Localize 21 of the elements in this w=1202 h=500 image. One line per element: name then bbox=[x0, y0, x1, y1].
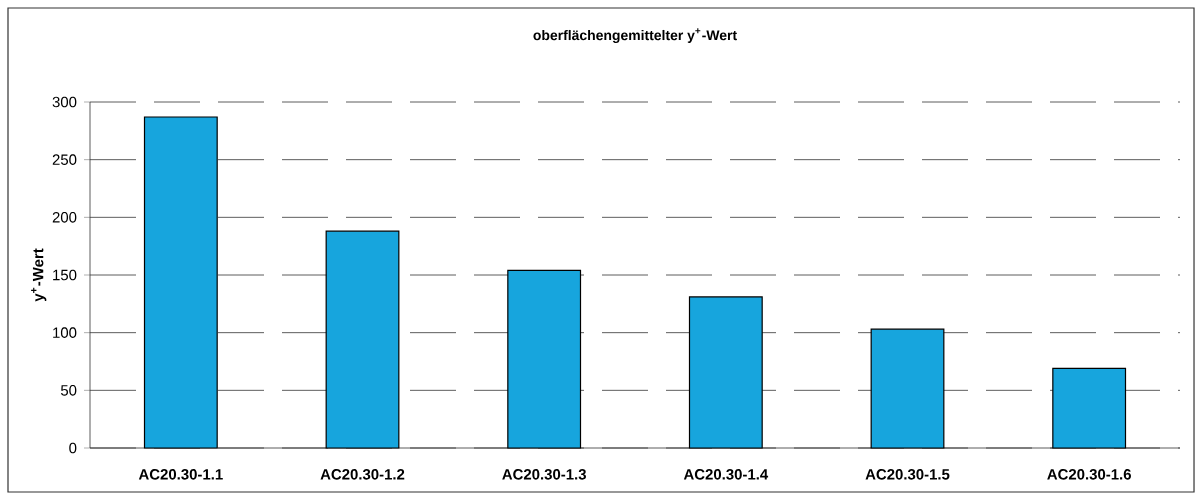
bar bbox=[688, 296, 763, 449]
bar bbox=[870, 328, 945, 449]
y-tick-label: 300 bbox=[52, 96, 77, 108]
x-tick-label: AC20.30-1.1 bbox=[138, 469, 223, 480]
y-tick-label: 150 bbox=[53, 269, 77, 281]
y-tick-label: 200 bbox=[52, 212, 77, 223]
x-tick-label: AC20.30-1.2 bbox=[320, 469, 405, 480]
x-tick-label: AC20.30-1.4 bbox=[683, 469, 769, 480]
bar bbox=[325, 230, 400, 449]
y-tick-label: 0 bbox=[69, 442, 77, 454]
x-tick-label: AC20.30-1.3 bbox=[502, 469, 586, 480]
bar bbox=[143, 116, 218, 449]
y-tick-label: 50 bbox=[60, 385, 77, 396]
y-axis-title: y$^{+}$-Wert bbox=[31, 248, 47, 302]
bar bbox=[1052, 367, 1127, 449]
chart-title: oberflächengemittelter y$^{+}$-Wert bbox=[533, 28, 737, 44]
x-tick-label: AC20.30-1.6 bbox=[1047, 469, 1131, 480]
bar bbox=[507, 269, 582, 449]
x-tick-label: AC20.30-1.5 bbox=[865, 469, 950, 480]
y-tick-label: 250 bbox=[52, 154, 77, 165]
y-tick-label: 100 bbox=[53, 327, 77, 338]
